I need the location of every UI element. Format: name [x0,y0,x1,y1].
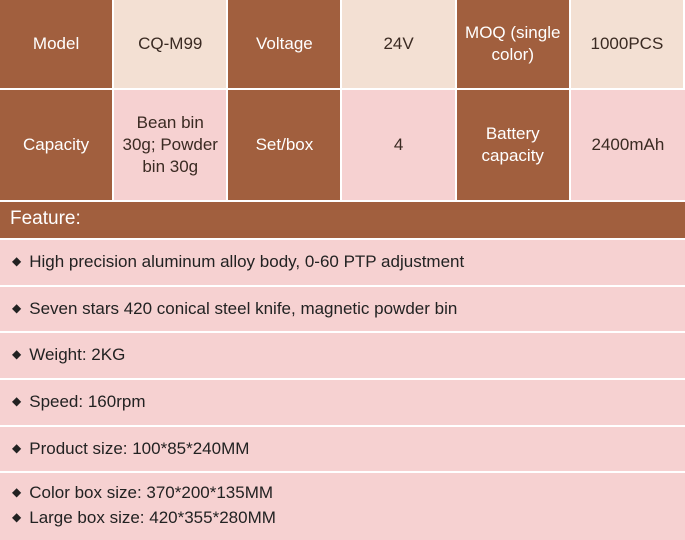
spec-label-model: Model [0,0,114,90]
spec-value-setbox: 4 [342,90,456,202]
feature-text: Speed: 160rpm [12,392,145,411]
spec-label-voltage: Voltage [228,0,342,90]
feature-text: Color box size: 370*200*135MM [12,481,673,506]
feature-text: Large box size: 420*355*280MM [12,506,673,531]
spec-label-capacity: Capacity [0,90,114,202]
feature-header: Feature: [0,202,685,240]
feature-text: Product size: 100*85*240MM [12,439,249,458]
feature-item: Seven stars 420 conical steel knife, mag… [0,287,685,334]
spec-value-model: CQ-M99 [114,0,228,90]
spec-label-setbox: Set/box [228,90,342,202]
product-spec-table: Model CQ-M99 Voltage 24V MOQ (single col… [0,0,685,540]
feature-text: High precision aluminum alloy body, 0-60… [12,252,464,271]
feature-text: Weight: 2KG [12,345,125,364]
spec-grid: Model CQ-M99 Voltage 24V MOQ (single col… [0,0,685,202]
spec-value-moq: 1000PCS [571,0,685,90]
feature-text: Seven stars 420 conical steel knife, mag… [12,299,457,318]
feature-item: Color box size: 370*200*135MM Large box … [0,473,685,540]
spec-value-battery: 2400mAh [571,90,685,202]
spec-value-capacity: Bean bin 30g; Powder bin 30g [114,90,228,202]
spec-value-voltage: 24V [342,0,456,90]
feature-item: High precision aluminum alloy body, 0-60… [0,240,685,287]
feature-item: Product size: 100*85*240MM [0,427,685,474]
spec-label-battery: Battery capacity [457,90,571,202]
spec-label-moq: MOQ (single color) [457,0,571,90]
feature-item: Weight: 2KG [0,333,685,380]
feature-item: Speed: 160rpm [0,380,685,427]
